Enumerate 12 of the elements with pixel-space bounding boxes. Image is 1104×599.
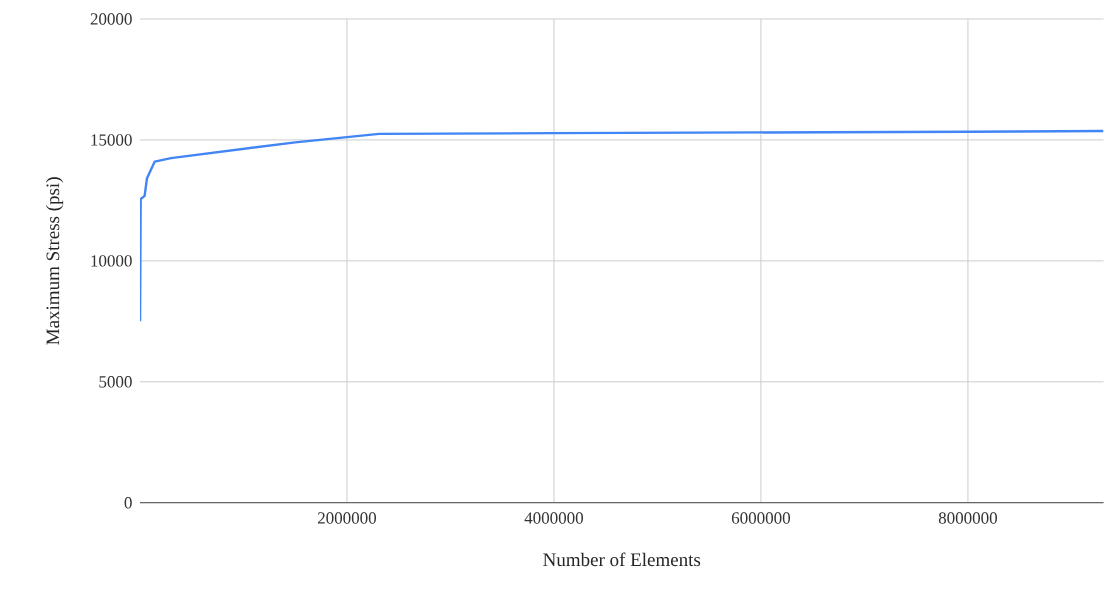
y-tick-label: 10000 (91, 255, 132, 267)
x-tick-label: 6000000 (731, 512, 791, 524)
x-tick-label: 8000000 (938, 512, 998, 524)
line-series (139, 129, 1104, 323)
x-tick-label: 4000000 (524, 512, 584, 524)
y-tick-label: 15000 (91, 134, 132, 146)
x-axis-title: Number of Elements (543, 552, 701, 567)
y-tick-label: 0 (124, 497, 132, 509)
y-axis-title: Maximum Stress (psi) (45, 177, 64, 345)
x-tick-label: 2000000 (317, 512, 377, 524)
y-tick-label: 20000 (90, 13, 132, 25)
y-tick-label: 5000 (99, 376, 132, 388)
